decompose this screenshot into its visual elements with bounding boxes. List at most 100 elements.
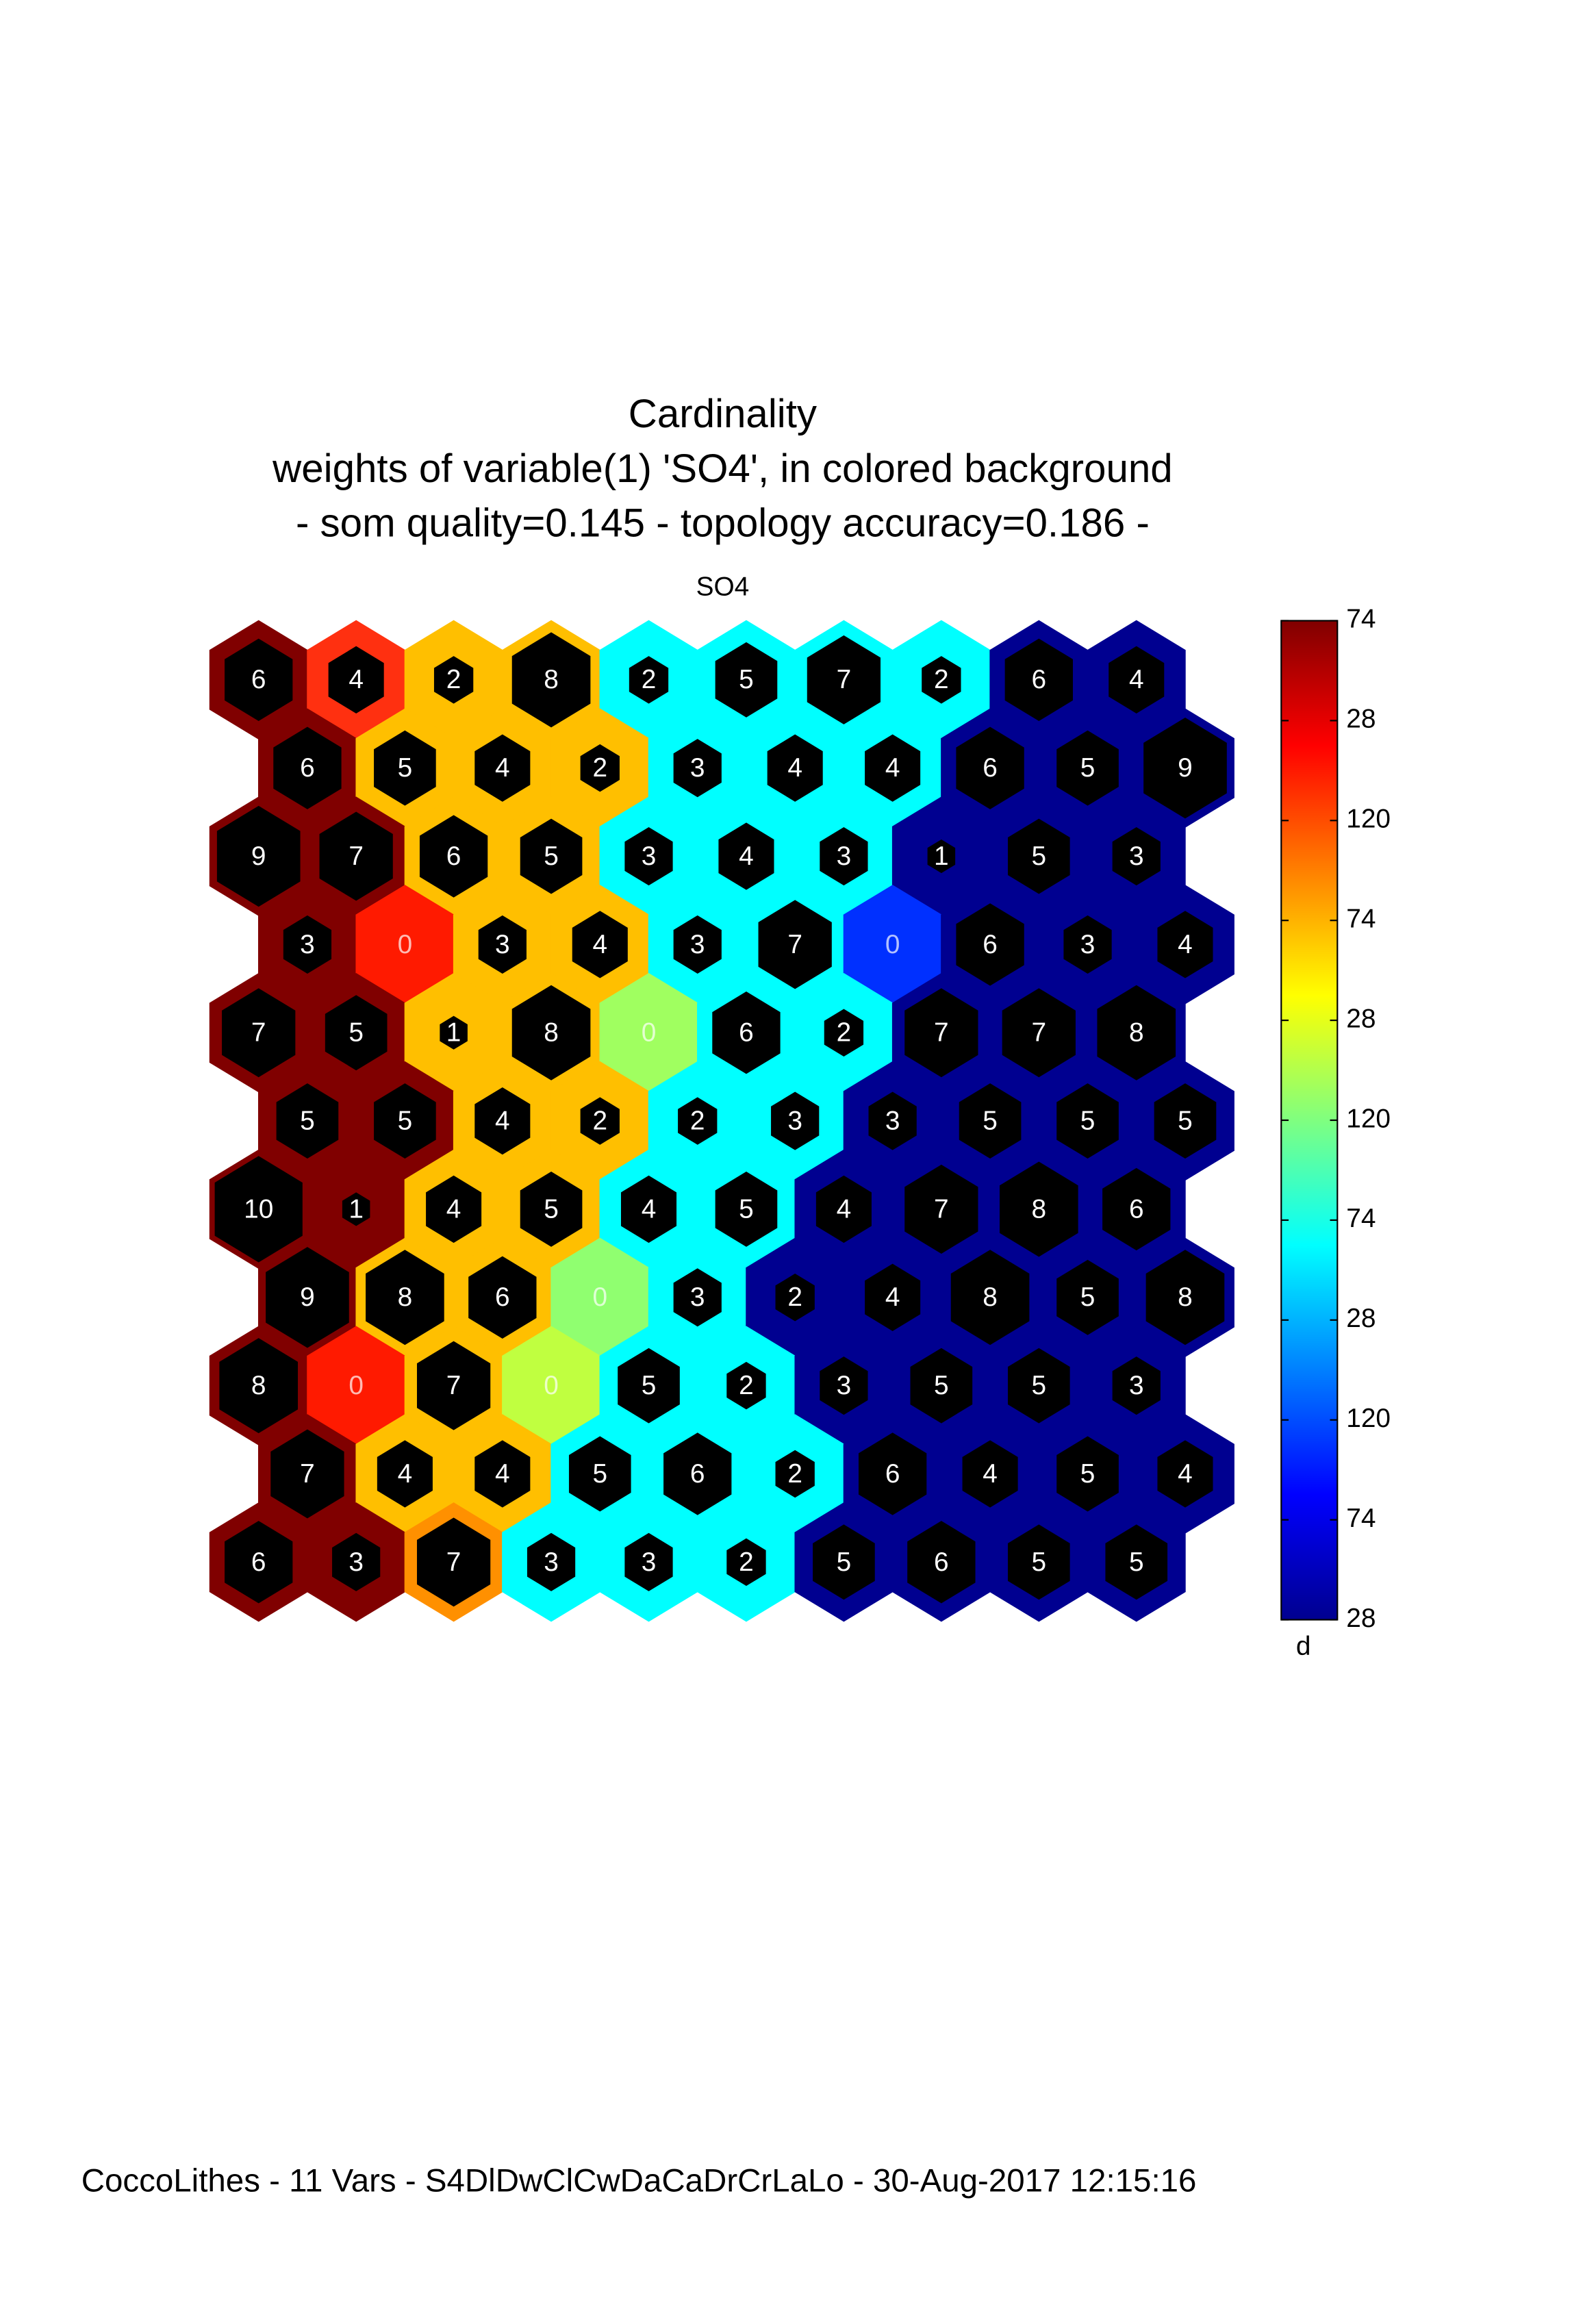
cardinality-label: 3 xyxy=(690,930,705,959)
cardinality-hex xyxy=(775,1450,815,1498)
colorbar-tick-label: 120 xyxy=(1346,1404,1391,1433)
cardinality-label: 6 xyxy=(739,1018,754,1048)
cardinality-hex xyxy=(950,1250,1030,1345)
cardinality-label: 8 xyxy=(1178,1282,1193,1312)
cardinality-label: 5 xyxy=(1080,753,1095,783)
cardinality-label: 9 xyxy=(251,842,266,871)
chart-subtitle: - som quality=0.145 - topology accuracy=… xyxy=(296,501,1150,546)
cardinality-label: 4 xyxy=(983,1459,998,1489)
cardinality-label: 4 xyxy=(885,1282,900,1312)
cardinality-label: 7 xyxy=(300,1459,315,1489)
colorbar-tick-label: 120 xyxy=(1346,1104,1391,1133)
cardinality-hex xyxy=(474,1440,531,1508)
cardinality-label: 3 xyxy=(885,1107,900,1136)
cardinality-hex xyxy=(219,1338,299,1434)
cardinality-hex xyxy=(222,988,296,1078)
colorbar-label: d xyxy=(1296,1632,1311,1661)
cardinality-label: 3 xyxy=(690,1282,705,1312)
cardinality-hex xyxy=(865,734,921,802)
cardinality-hex xyxy=(216,805,301,907)
cardinality-hex xyxy=(815,1175,872,1243)
cardinality-hex xyxy=(527,1532,576,1591)
cardinality-label: 6 xyxy=(251,1547,266,1577)
cardinality-label: 5 xyxy=(739,665,754,694)
cardinality-hex xyxy=(620,1175,677,1243)
cardinality-label: 4 xyxy=(787,753,802,783)
cell-background xyxy=(502,1326,600,1445)
cardinality-hex xyxy=(910,1348,973,1424)
cardinality-hex xyxy=(1157,1440,1213,1508)
cardinality-hex xyxy=(366,1250,444,1345)
cardinality-label: 7 xyxy=(934,1194,949,1224)
cardinality-hex xyxy=(416,1341,491,1430)
cardinality-hex xyxy=(1007,1348,1070,1424)
cardinality-hex xyxy=(580,744,620,792)
cardinality-hex xyxy=(771,1091,820,1150)
cardinality-label: 0 xyxy=(592,1282,607,1312)
cardinality-label: 7 xyxy=(349,842,364,871)
cardinality-hex xyxy=(325,995,388,1071)
cardinality-hex xyxy=(1145,1250,1225,1345)
cardinality-label: 8 xyxy=(1129,1018,1144,1048)
cardinality-hex xyxy=(904,1164,978,1254)
cardinality-label: 6 xyxy=(690,1459,705,1489)
cardinality-hex xyxy=(225,638,293,722)
cardinality-label: 7 xyxy=(251,1018,266,1048)
cardinality-label: 5 xyxy=(544,1194,559,1224)
cardinality-hex xyxy=(474,734,531,802)
cardinality-hex xyxy=(511,985,591,1081)
cardinality-label: 5 xyxy=(1129,1547,1144,1577)
cardinality-label: 2 xyxy=(642,665,657,694)
cardinality-label: 4 xyxy=(1178,930,1193,959)
cardinality-label: 7 xyxy=(837,665,852,694)
cardinality-label: 10 xyxy=(244,1194,273,1224)
cardinality-label: 5 xyxy=(1032,842,1047,871)
cardinality-label: 0 xyxy=(642,1018,657,1048)
cardinality-label: 5 xyxy=(1080,1107,1095,1136)
colorbar-tick-label: 28 xyxy=(1346,1604,1376,1633)
cardinality-label: 2 xyxy=(446,665,461,694)
cardinality-hex xyxy=(374,730,436,806)
cardinality-label: 2 xyxy=(739,1547,754,1577)
cardinality-hex xyxy=(807,635,881,724)
cardinality-hex xyxy=(328,646,384,713)
cardinality-hex xyxy=(568,1436,631,1512)
cardinality-hex xyxy=(433,656,474,704)
cardinality-hex xyxy=(673,739,722,798)
cardinality-label: 3 xyxy=(787,1107,802,1136)
cardinality-hex xyxy=(580,1097,620,1145)
cardinality-hex xyxy=(478,915,527,974)
cardinality-hex xyxy=(718,822,774,890)
cardinality-label: 2 xyxy=(837,1018,852,1048)
cardinality-label: 8 xyxy=(544,665,559,694)
cardinality-label: 4 xyxy=(495,1107,510,1136)
cardinality-hex xyxy=(520,818,583,894)
cardinality-label: 4 xyxy=(398,1459,413,1489)
cardinality-hex xyxy=(865,1263,921,1331)
cardinality-hex xyxy=(1056,1083,1119,1159)
cardinality-hex xyxy=(775,1274,815,1322)
cardinality-label: 8 xyxy=(1032,1194,1047,1224)
cardinality-label: 3 xyxy=(642,1547,657,1577)
cardinality-label: 1 xyxy=(349,1194,364,1224)
cardinality-label: 1 xyxy=(446,1018,461,1048)
cardinality-hex xyxy=(959,1083,1022,1159)
cardinality-hex xyxy=(416,1517,491,1607)
cardinality-hex xyxy=(956,903,1024,986)
cardinality-label: 3 xyxy=(837,842,852,871)
cardinality-label: 3 xyxy=(1080,930,1095,959)
cardinality-label: 5 xyxy=(300,1107,315,1136)
cardinality-label: 3 xyxy=(837,1371,852,1400)
cardinality-hex xyxy=(468,1256,537,1339)
colorbar-tick-label: 28 xyxy=(1346,1004,1376,1033)
cardinality-hex xyxy=(270,1429,344,1519)
colorbar xyxy=(1280,620,1339,1621)
colorbar-tick-label: 28 xyxy=(1346,1304,1376,1333)
cardinality-label: 7 xyxy=(446,1547,461,1577)
cardinality-hex xyxy=(868,1091,917,1150)
cardinality-label: 6 xyxy=(1032,665,1047,694)
cardinality-label: 5 xyxy=(1032,1371,1047,1400)
cardinality-label: 2 xyxy=(592,1107,607,1136)
cardinality-hex xyxy=(1154,1083,1217,1159)
